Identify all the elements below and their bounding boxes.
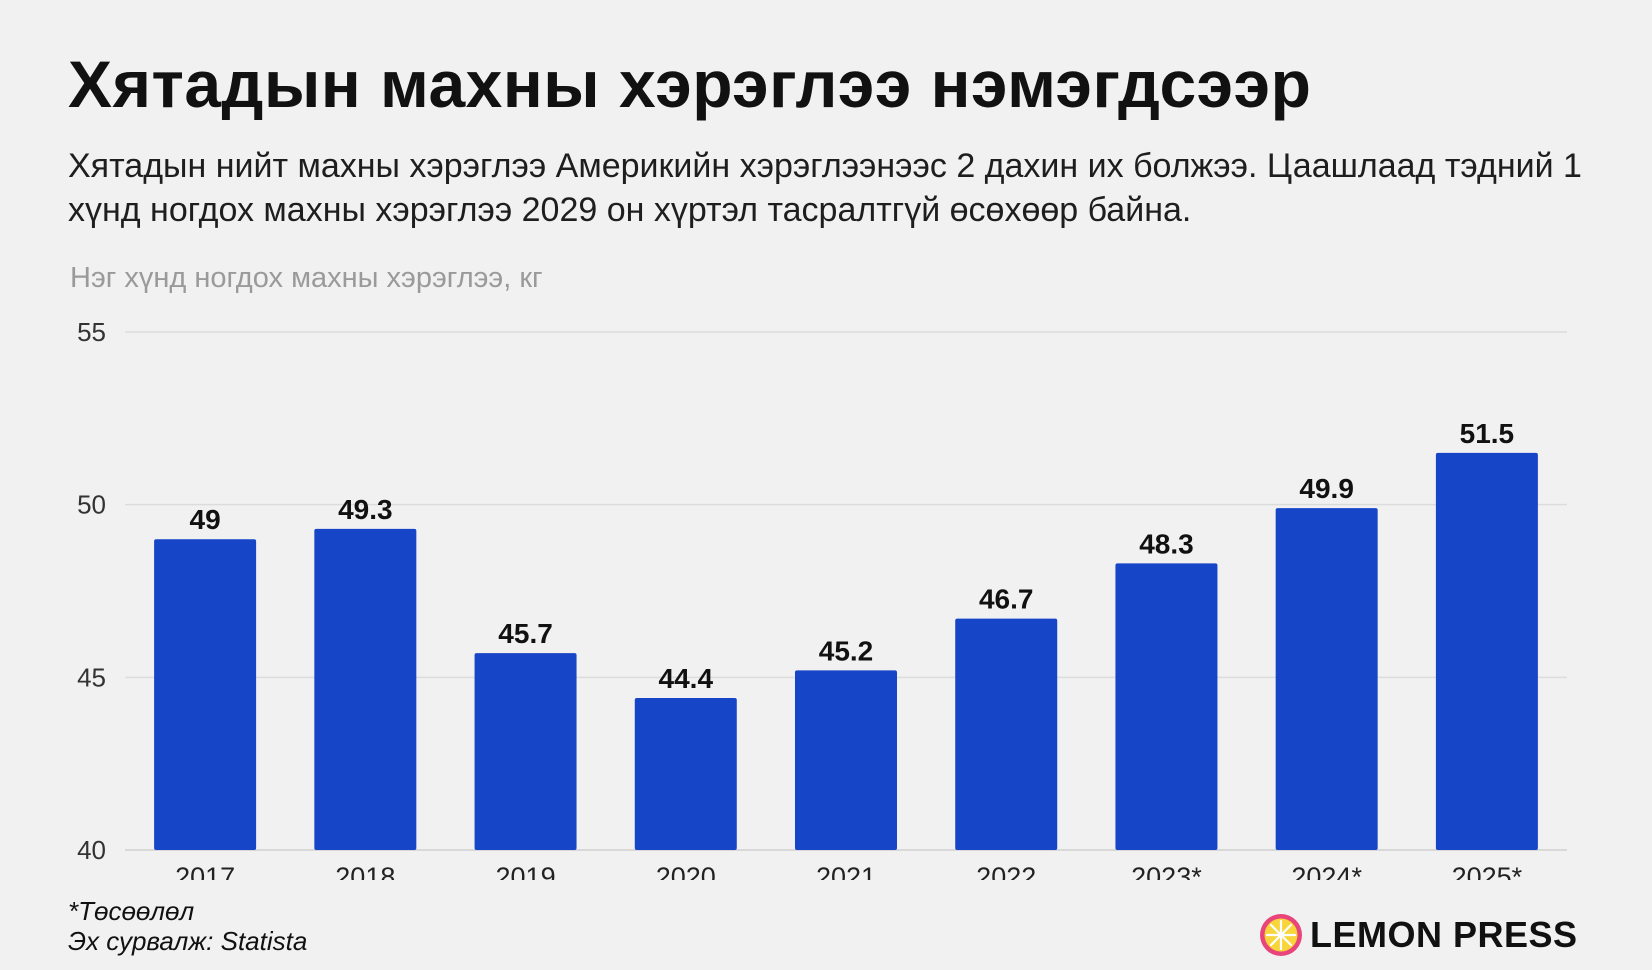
brand-logo: LEMON PRESS	[1258, 912, 1578, 958]
y-tick-label: 50	[77, 490, 106, 520]
data-label: 45.2	[819, 635, 874, 666]
y-axis-label: Нэг хүнд ногдох махны хэрэглээ, кг	[70, 262, 543, 294]
x-tick-label: 2024*	[1291, 862, 1362, 880]
footnote: *Төсөөлөл Эх сурвалж: Statista	[68, 896, 307, 956]
brand-name: LEMON PRESS	[1310, 914, 1578, 955]
data-label: 51.5	[1460, 418, 1515, 449]
data-label: 48.3	[1139, 528, 1194, 559]
bar	[154, 539, 257, 850]
source-note: Эх сурвалж: Statista	[68, 926, 308, 956]
bar	[955, 618, 1058, 850]
forecast-note: *Төсөөлөл	[68, 896, 195, 926]
bar	[1115, 563, 1218, 850]
lemon-logo-icon	[1260, 914, 1302, 956]
x-tick-label: 2023*	[1131, 862, 1202, 880]
bar	[634, 698, 737, 850]
data-label: 49.9	[1299, 473, 1354, 504]
x-tick-label: 2020	[656, 862, 716, 880]
bar	[795, 670, 897, 850]
data-label: 44.4	[659, 663, 714, 694]
x-tick-label: 2018	[335, 862, 395, 880]
chart-subtitle: Хятадын нийт махны хэрэглээ Америкийн хэ…	[68, 147, 1582, 229]
data-label: 46.7	[979, 584, 1034, 615]
data-label: 49	[190, 504, 221, 535]
y-tick-label: 40	[77, 835, 106, 865]
x-tick-label: 2022	[976, 862, 1036, 880]
x-tick-label: 2017	[175, 862, 235, 880]
x-tick-label: 2021	[816, 862, 876, 880]
x-tick-label: 2025*	[1452, 862, 1523, 880]
bar-chart: 40 45 50 55 49 2017 49.3 2018 45.7 2019 44.4 2020 45…	[77, 317, 1567, 880]
y-tick-label: 45	[77, 662, 106, 692]
bar	[1435, 452, 1538, 850]
bar	[1275, 508, 1378, 850]
y-tick-label: 55	[77, 317, 106, 347]
data-label: 49.3	[338, 494, 393, 525]
x-tick-label: 2019	[496, 862, 556, 880]
bar	[474, 653, 577, 850]
chart-title: Хятадын махны хэрэглээ нэмэгдсээр	[68, 47, 1312, 121]
data-label: 45.7	[498, 618, 553, 649]
bar	[314, 528, 417, 850]
